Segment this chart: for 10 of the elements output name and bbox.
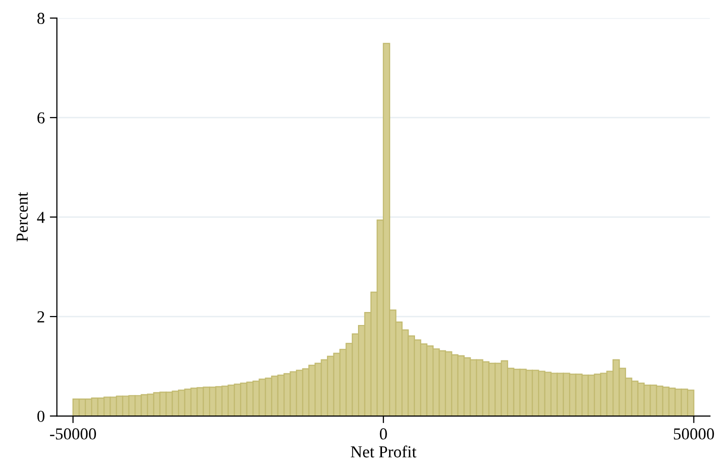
y-axis-title: Percent [16,192,28,242]
x-tick-label: 50000 [674,428,714,440]
x-tick-label: 0 [380,428,387,440]
x-axis-title: Net Profit [350,446,416,458]
y-tick-label: 2 [37,311,44,322]
y-tick-label: 6 [37,112,45,124]
y-tick-label: 0 [37,410,44,422]
x-tick-label: -50000 [50,428,96,440]
y-tick-label: 4 [37,212,45,223]
y-tick-label: 8 [37,12,44,24]
